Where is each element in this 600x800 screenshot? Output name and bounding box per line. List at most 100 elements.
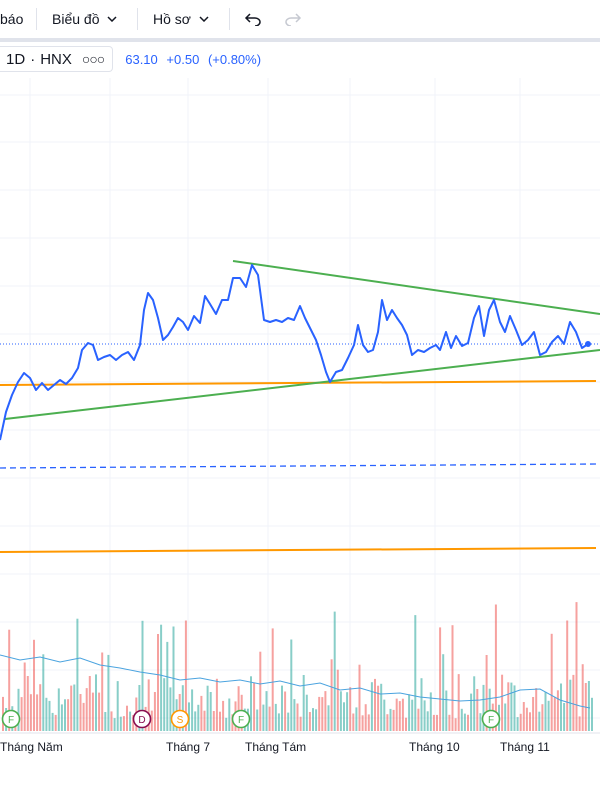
volume-bar: [324, 691, 327, 731]
exchange-label: HNX: [40, 50, 72, 68]
volume-bar: [26, 676, 29, 731]
volume-bar: [219, 711, 221, 731]
volume-bar: [157, 634, 159, 731]
volume-bar: [457, 674, 460, 731]
undo-icon: [244, 13, 261, 26]
volume-bar: [70, 685, 73, 731]
event-marker-letter: D: [138, 715, 145, 726]
event-marker-financial[interactable]: F: [231, 709, 251, 729]
redo-button[interactable]: [284, 0, 302, 38]
volume-bar: [36, 694, 39, 731]
volume-bar: [494, 604, 497, 731]
volume-bar: [225, 717, 228, 731]
volume-bar: [349, 687, 352, 731]
volume-bar: [293, 699, 296, 731]
volume-bar: [222, 700, 225, 731]
volume-bar: [467, 714, 469, 731]
volume-bar: [476, 689, 479, 731]
volume-bar: [482, 684, 485, 731]
top-toolbar: báo Biểu đồ Hồ sơ: [0, 0, 600, 38]
chevron-down-icon: [199, 16, 209, 22]
volume-bar: [299, 716, 302, 731]
event-marker-circle: [481, 709, 501, 729]
alert-button[interactable]: báo: [0, 0, 23, 38]
support-line-upper[interactable]: [0, 380, 597, 386]
symbol-interval-selector[interactable]: 1D · HNX ○○○: [0, 46, 114, 72]
volume-bar: [126, 705, 128, 731]
price-values: 63.10 +0.50 (+0.80%): [125, 52, 266, 67]
volume-moving-average-line: [0, 654, 591, 709]
volume-bar: [343, 702, 345, 731]
volume-bar: [17, 688, 20, 731]
volume-bar: [370, 682, 373, 731]
volume-bar: [516, 717, 519, 731]
volume-bar: [445, 690, 448, 731]
undo-button[interactable]: [244, 0, 262, 38]
event-marker-financial[interactable]: F: [481, 709, 501, 729]
volume-bar: [312, 708, 314, 731]
event-marker-dividend[interactable]: D: [132, 709, 152, 729]
volume-bar: [398, 701, 401, 731]
volume-bar: [315, 709, 318, 731]
volume-bar: [383, 699, 386, 731]
volume-bar: [432, 714, 435, 731]
volume-bar: [48, 700, 51, 731]
profile-menu-button[interactable]: Hồ sơ: [153, 0, 209, 38]
volume-bar: [367, 714, 370, 731]
volume-bar: [377, 685, 380, 731]
volume-bar: [587, 681, 590, 731]
volume-bar: [110, 711, 113, 731]
volume-bar: [231, 714, 234, 731]
volume-bar: [442, 654, 445, 731]
volume-bar: [417, 708, 420, 731]
volume-bar: [426, 711, 429, 731]
volume-bar: [73, 684, 76, 731]
volume-histogram: [2, 602, 593, 731]
dashed-price-line[interactable]: [0, 463, 597, 469]
volume-bar: [166, 641, 169, 731]
volume-bar: [532, 697, 535, 731]
price-change: +0.50: [166, 51, 200, 67]
volume-bar: [122, 716, 125, 731]
profile-menu-label: Hồ sơ: [153, 11, 191, 27]
volume-bar: [82, 702, 85, 731]
triangle-lower-trendline[interactable]: [4, 349, 600, 420]
volume-bar: [181, 685, 184, 731]
chart-menu-button[interactable]: Biểu đồ: [52, 0, 118, 38]
volume-bar: [262, 704, 265, 731]
volume-bar: [346, 692, 349, 731]
volume-bar: [333, 611, 336, 731]
volume-bar: [560, 683, 562, 731]
event-marker-financial[interactable]: F: [1, 709, 21, 729]
toolbar-divider: [229, 8, 230, 30]
volume-bar: [42, 654, 45, 731]
volume-bar: [352, 713, 355, 731]
volume-bar: [138, 685, 141, 731]
volume-bar: [395, 698, 398, 731]
chart-menu-label: Biểu đồ: [52, 11, 100, 27]
triangle-upper-trendline[interactable]: [232, 260, 600, 315]
chevron-down-icon: [107, 16, 118, 22]
volume-bar: [566, 620, 569, 731]
volume-bar: [256, 709, 259, 731]
event-marker-letter: F: [488, 715, 494, 726]
volume-bar: [54, 714, 57, 731]
volume-bar: [374, 678, 376, 731]
volume-bar: [535, 688, 538, 731]
volume-bar: [274, 703, 277, 731]
price-line[interactable]: [0, 264, 589, 441]
ellipsis-icon[interactable]: ○○○: [81, 51, 105, 67]
support-line-lower[interactable]: [0, 547, 597, 553]
volume-bar: [355, 707, 358, 731]
volume-bar: [522, 702, 525, 731]
event-marker-split[interactable]: S: [170, 709, 190, 729]
last-price-dot: [585, 341, 591, 347]
volume-bar: [101, 652, 104, 731]
volume-bar: [191, 689, 194, 731]
volume-bar: [327, 705, 330, 731]
volume-bar: [271, 628, 274, 731]
volume-bar: [305, 694, 308, 731]
volume-bar: [519, 713, 522, 731]
